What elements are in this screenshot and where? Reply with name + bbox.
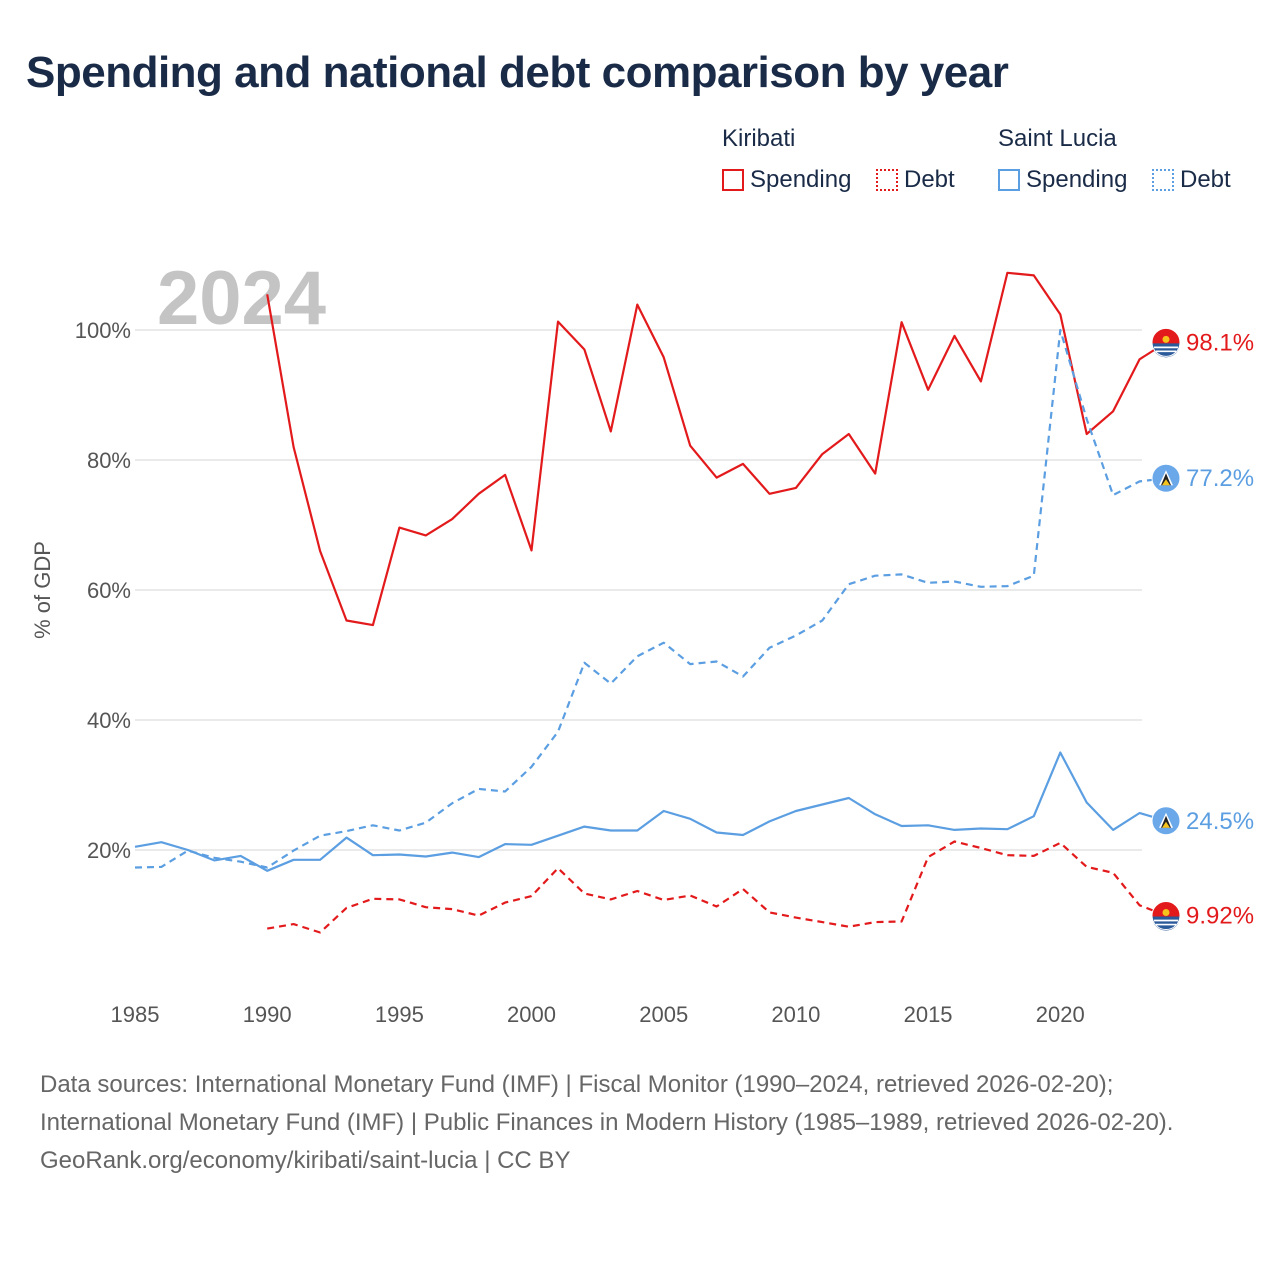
y-tick-label: 40%: [87, 708, 131, 733]
y-axis-label: % of GDP: [30, 541, 55, 639]
credit-link[interactable]: GeoRank.org/economy/kiribati/saint-lucia…: [40, 1147, 571, 1174]
data-sources: Data sources: International Monetary Fun…: [40, 1071, 1174, 1136]
footer: Data sources: International Monetary Fun…: [40, 1066, 1240, 1180]
x-tick-label: 1995: [375, 1002, 424, 1027]
legend-label: Spending: [750, 166, 852, 193]
x-tick-label: 2020: [1036, 1002, 1085, 1027]
legend-saint-lucia-spending[interactable]: Spending: [998, 166, 1127, 194]
legend-group-kiribati: Kiribati: [722, 125, 796, 152]
legend-kiribati-debt[interactable]: Debt: [876, 166, 955, 194]
y-tick-label: 80%: [87, 448, 131, 473]
end-value-label: 98.1%: [1186, 329, 1254, 356]
series-line-kiribati-spending[interactable]: [266, 271, 1167, 627]
x-tick-label: 1990: [243, 1002, 292, 1027]
x-tick-label: 2010: [771, 1002, 820, 1027]
legend-swatch-dotted-red: [876, 169, 898, 191]
legend-saint-lucia-debt[interactable]: Debt: [1152, 166, 1231, 194]
y-tick-label: 100%: [75, 318, 131, 343]
current-year-label: 2024: [157, 256, 326, 341]
saint-lucia-flag-icon: [1151, 806, 1181, 836]
x-tick-label: 1985: [111, 1002, 160, 1027]
end-value-label: 77.2%: [1186, 465, 1254, 492]
series-line-saint-lucia-debt[interactable]: [134, 328, 1167, 869]
kiribati-flag-icon: [1151, 327, 1181, 358]
x-tick-label: 2005: [639, 1002, 688, 1027]
legend-swatch-dotted-blue: [1152, 169, 1174, 191]
chart-title: Spending and national debt comparison by…: [26, 48, 1009, 97]
y-tick-label: 20%: [87, 838, 131, 863]
y-tick-label: 60%: [87, 578, 131, 603]
legend-kiribati-spending[interactable]: Spending: [722, 166, 851, 194]
kiribati-flag-icon: [1151, 901, 1181, 931]
legend-swatch-solid-blue: [998, 169, 1020, 191]
legend-label: Debt: [1180, 166, 1231, 193]
legend-label: Debt: [904, 166, 955, 193]
x-tick-label: 2015: [904, 1002, 953, 1027]
end-value-label: 9.92%: [1186, 903, 1254, 930]
legend-swatch-solid-red: [722, 169, 744, 191]
x-tick-label: 2000: [507, 1002, 556, 1027]
end-value-label: 24.5%: [1186, 808, 1254, 835]
legend-label: Spending: [1026, 166, 1128, 193]
series-line-saint-lucia-spending[interactable]: [134, 751, 1167, 872]
saint-lucia-flag-icon: [1151, 463, 1181, 493]
series-line-kiribati-debt[interactable]: [267, 840, 1167, 934]
legend-group-saint-lucia: Saint Lucia: [998, 125, 1117, 152]
